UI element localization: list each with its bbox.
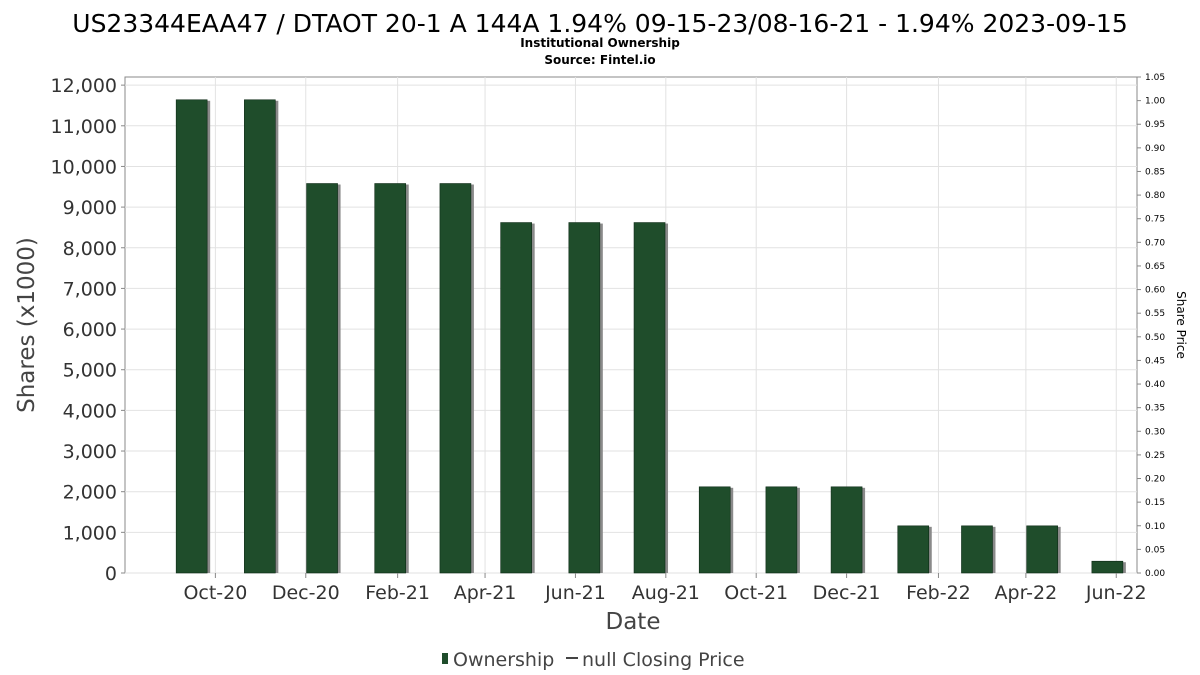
- chart-source: Source: Fintel.io: [544, 53, 655, 67]
- y2-tick-label: 0.05: [1145, 545, 1165, 555]
- y-axis-ticks: 0 1,000 2,000 3,000 4,000 5,000 6,000 7,000 8,00…: [51, 75, 125, 585]
- legend: Ownership null Closing Price: [442, 649, 745, 671]
- ownership-bar: [897, 525, 930, 574]
- y-axis-label: Shares (x1000): [14, 237, 40, 413]
- bars: [175, 99, 1126, 574]
- y2-tick-label: 0.15: [1145, 498, 1165, 508]
- ownership-bar: [374, 183, 407, 574]
- x-tick-label: Oct-21: [724, 582, 788, 604]
- chart-title: US23344EAA47 / DTAOT 20-1 A 144A 1.94% 0…: [72, 9, 1127, 38]
- ownership-bar: [439, 183, 472, 574]
- chart-subtitle: Institutional Ownership: [520, 36, 680, 50]
- ownership-bar: [1091, 560, 1124, 574]
- ownership-bar: [698, 486, 731, 574]
- y2-tick-label: 0.50: [1145, 333, 1165, 343]
- y-tick-label: 0: [105, 563, 117, 585]
- y2-tick-label: 0.95: [1145, 120, 1165, 130]
- y-tick-label: 10,000: [51, 156, 117, 178]
- x-tick-label: Apr-21: [454, 582, 517, 604]
- y2-tick-label: 0.55: [1145, 309, 1165, 319]
- y2-tick-label: 0.90: [1145, 144, 1165, 154]
- y2-tick-label: 0.30: [1145, 427, 1165, 437]
- y2-axis-label: Share Price: [1174, 291, 1188, 359]
- x-tick-label: Feb-21: [365, 582, 430, 604]
- ownership-bar: [500, 222, 532, 574]
- y2-tick-label: 0.60: [1145, 286, 1165, 296]
- x-axis-ticks: Oct-20 Dec-20 Feb-21 Apr-21 Jun-21 Aug-21 Oct-…: [183, 573, 1147, 604]
- y2-tick-label: 1.05: [1145, 73, 1165, 83]
- y2-tick-label: 0.45: [1145, 356, 1165, 366]
- plot-frame: [124, 76, 1138, 574]
- x-axis-label: Date: [606, 609, 661, 635]
- x-tick-label: Dec-21: [813, 582, 881, 604]
- legend-price-label: null Closing Price: [582, 649, 745, 671]
- y2-axis-ticks: 0.00 0.05 0.10 0.15 0.20 0.25 0.30 0.35 0.40 0.45…: [1137, 73, 1165, 579]
- ownership-bar: [961, 525, 993, 574]
- ownership-bar: [765, 486, 798, 574]
- x-tick-label: Dec-20: [272, 582, 340, 604]
- y-tick-label: 2,000: [63, 482, 117, 504]
- ownership-bar: [244, 99, 276, 574]
- x-tick-label: Jun-21: [544, 582, 606, 604]
- y2-tick-label: 0.25: [1145, 451, 1165, 461]
- y-tick-label: 3,000: [63, 441, 117, 463]
- ownership-bar: [306, 183, 338, 574]
- ownership-bar: [175, 99, 208, 574]
- y2-tick-label: 1.00: [1145, 97, 1165, 107]
- y-tick-label: 9,000: [63, 197, 117, 219]
- y2-tick-label: 0.70: [1145, 238, 1165, 248]
- y-tick-label: 12,000: [51, 75, 117, 97]
- y-tick-label: 6,000: [63, 319, 117, 341]
- legend-ownership-swatch: [442, 653, 448, 664]
- ownership-bar: [633, 222, 666, 574]
- y2-tick-label: 0.65: [1145, 262, 1165, 272]
- y-tick-label: 4,000: [63, 400, 117, 422]
- ownership-bar: [1026, 525, 1058, 574]
- y2-tick-label: 0.85: [1145, 167, 1165, 177]
- plot-area: [124, 76, 1138, 574]
- y2-tick-label: 0.35: [1145, 404, 1165, 414]
- ownership-bar: [830, 486, 863, 574]
- y-tick-label: 5,000: [63, 360, 117, 382]
- x-tick-label: Aug-21: [632, 582, 700, 604]
- y-tick-label: 1,000: [63, 522, 117, 544]
- y2-tick-label: 0.80: [1145, 191, 1165, 201]
- y2-tick-label: 0.40: [1145, 380, 1165, 390]
- y2-tick-label: 0.10: [1145, 522, 1165, 532]
- x-tick-label: Oct-20: [183, 582, 247, 604]
- y2-tick-label: 0.00: [1145, 569, 1165, 579]
- y-tick-label: 11,000: [51, 116, 117, 138]
- y2-tick-label: 0.20: [1145, 475, 1165, 485]
- x-tick-label: Feb-22: [906, 582, 971, 604]
- x-tick-label: Apr-22: [995, 582, 1058, 604]
- x-tick-label: Jun-22: [1085, 582, 1147, 604]
- y2-tick-label: 0.75: [1145, 215, 1165, 225]
- legend-ownership-label: Ownership: [453, 649, 554, 671]
- ownership-bar: [568, 222, 601, 574]
- y-tick-label: 8,000: [63, 238, 117, 260]
- y-tick-label: 7,000: [63, 278, 117, 300]
